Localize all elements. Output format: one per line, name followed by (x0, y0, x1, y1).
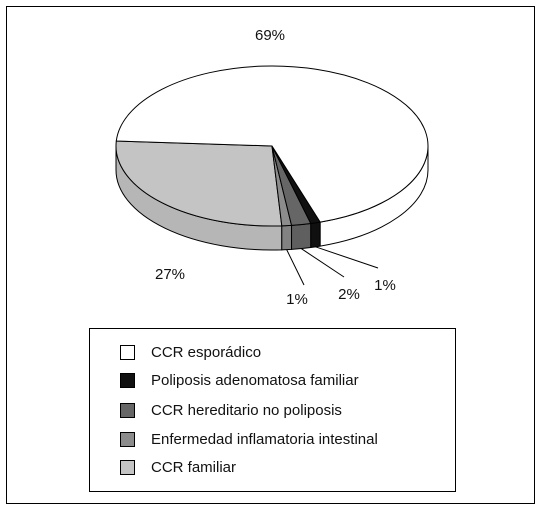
legend-swatch (120, 459, 135, 475)
legend-label: Enfermedad inflamatoria intestinal (151, 430, 378, 448)
leader-line-1 (315, 246, 379, 269)
legend-item-inflamatoria: Enfermedad inflamatoria intestinal (120, 429, 378, 449)
legend-swatch (120, 431, 135, 447)
leader-line-3 (286, 249, 305, 286)
pie-slice-4 (115, 140, 283, 227)
pie-side-2 (291, 222, 312, 250)
legend-swatch (120, 402, 135, 418)
pie-side-1 (310, 221, 321, 249)
pie-slices (115, 65, 429, 251)
legend-label: CCR hereditario no poliposis (151, 401, 342, 419)
data-label-2: 2% (338, 286, 360, 303)
legend-label: CCR esporádico (151, 343, 262, 361)
leader-line-2 (300, 248, 345, 278)
legend-swatch (120, 344, 135, 360)
data-labels: 69% 27% 1% 2% 1% (155, 27, 396, 308)
data-label-ccr-familiar: 27% (155, 266, 185, 283)
legend-swatch (120, 372, 135, 388)
data-label-3: 1% (286, 291, 308, 308)
data-label-ccr-esporadico: 69% (255, 27, 285, 44)
legend-item-poliposis: Poliposis adenomatosa familiar (120, 370, 359, 390)
legend-item-ccr-familiar: CCR familiar (120, 457, 236, 477)
legend: CCR esporádico Poliposis adenomatosa fam… (89, 328, 456, 492)
data-label-1: 1% (374, 277, 396, 294)
pie-chart: 69% 27% 1% 2% 1% (115, 27, 429, 308)
pie-side-3 (281, 224, 293, 251)
legend-item-ccr-esporadico: CCR esporádico (120, 342, 261, 362)
legend-label: Poliposis adenomatosa familiar (151, 371, 359, 389)
leader-lines (286, 246, 379, 286)
pie-slice-0 (115, 65, 429, 223)
legend-label: CCR familiar (151, 458, 237, 476)
legend-item-hereditario: CCR hereditario no poliposis (120, 400, 342, 420)
